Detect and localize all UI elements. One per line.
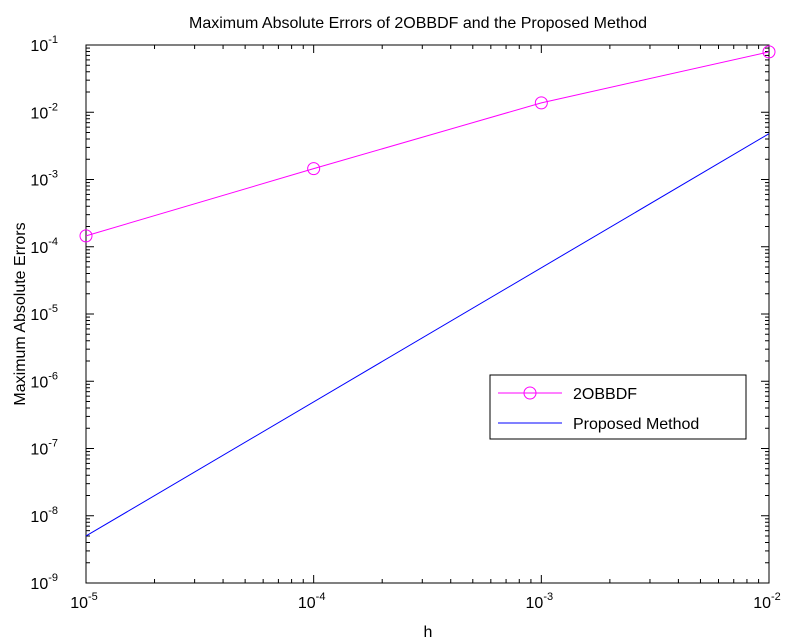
x-axis-label: h [424, 624, 433, 641]
x-tick-label: 10-2 [753, 591, 781, 612]
legend-marker-2obbdf [523, 386, 537, 400]
data-point-2obbdf [79, 229, 93, 243]
legend-box [489, 374, 747, 440]
chart-title: Maximum Absolute Errors of 2OBBDF and th… [189, 15, 647, 32]
y-tick-labels: 10-9 10-8 10-7 10-6 10-5 10-4 10-3 10-2 10-1 [30, 34, 58, 593]
y-tick-label: 10-1 [30, 34, 58, 55]
x-tick-label: 10-5 [70, 591, 98, 612]
legend-label-2obbdf: 2OBBDF [573, 386, 637, 403]
series-line-proposed-method [85, 133, 770, 537]
data-point-2obbdf [762, 45, 776, 59]
y-tick-label: 10-6 [30, 370, 58, 391]
y-tick-label: 10-3 [30, 169, 58, 190]
y-tick-label: 10-2 [30, 101, 58, 122]
legend: 2OBBDF Proposed Method [489, 374, 747, 440]
y-tick-label: 10-8 [30, 505, 58, 526]
x-tick-labels: 10-5 10-4 10-3 10-2 [70, 591, 781, 612]
minor-ticks [86, 45, 769, 583]
x-tick-label: 10-3 [526, 591, 554, 612]
y-tick-label: 10-5 [30, 303, 58, 324]
data-point-2obbdf [307, 162, 321, 176]
series-line-2obbdf [85, 51, 770, 237]
y-tick-label: 10-4 [30, 236, 58, 257]
x-tick-label: 10-4 [298, 591, 326, 612]
y-tick-label: 10-9 [30, 572, 58, 593]
data-point-2obbdf [534, 96, 548, 110]
series-layer [79, 45, 776, 537]
major-ticks [85, 44, 770, 584]
y-tick-label: 10-7 [30, 438, 58, 459]
plot-frame [85, 44, 770, 584]
y-axis-label: Maximum Absolute Errors [12, 222, 29, 405]
legend-label-proposed-method: Proposed Method [573, 416, 699, 433]
